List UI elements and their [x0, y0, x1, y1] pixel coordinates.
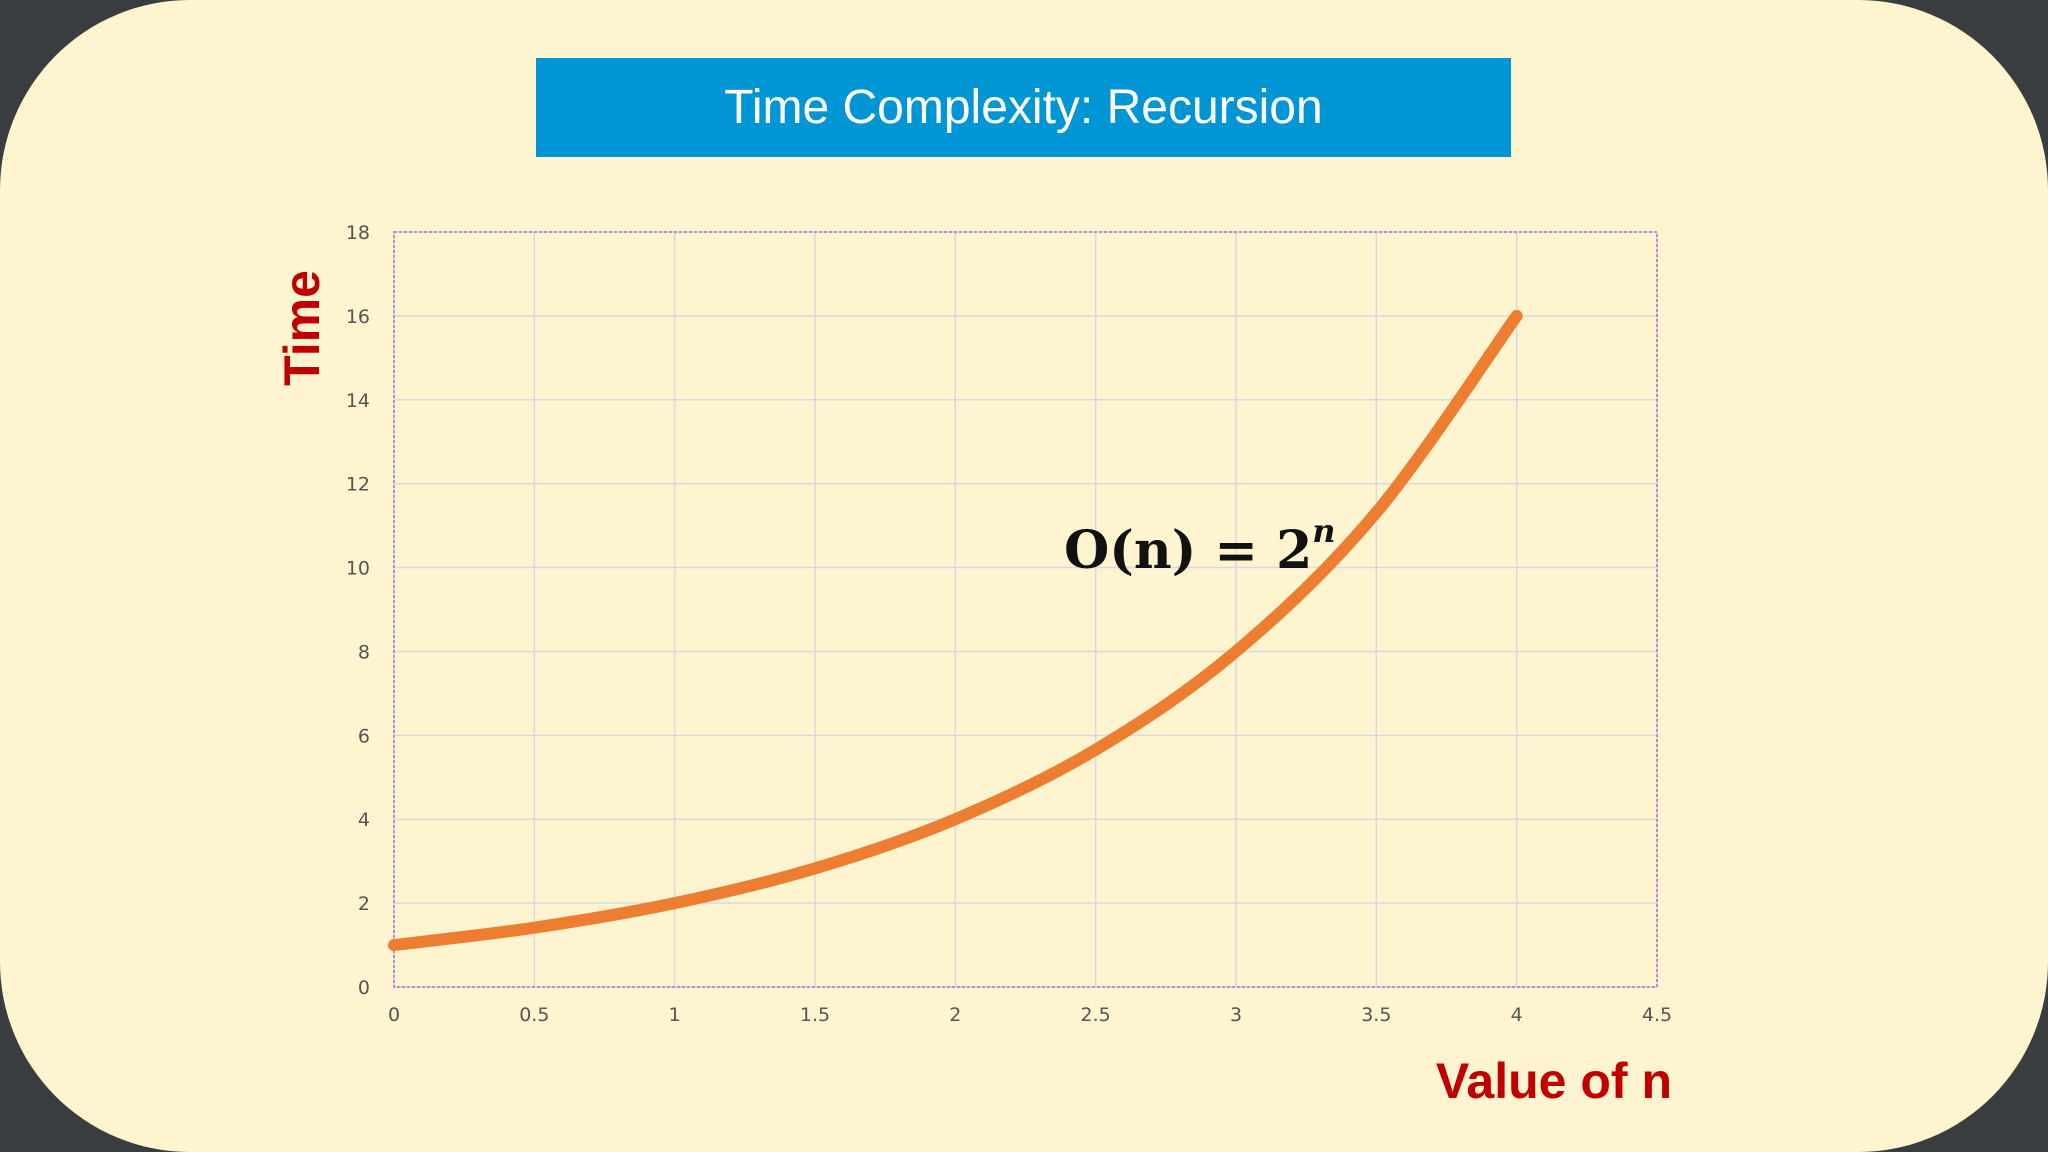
y-tick-label-2: 4	[358, 809, 370, 831]
x-tick-label-7: 3.5	[1361, 1004, 1391, 1026]
x-tick-label-3: 1.5	[800, 1004, 830, 1026]
y-tick-label-6: 12	[346, 474, 370, 496]
series	[388, 309, 1523, 952]
data-point-0-1	[529, 922, 540, 933]
y-tick-label-4: 8	[358, 641, 370, 663]
data-point-0-2	[669, 898, 680, 909]
y-tick-label-3: 6	[358, 725, 370, 747]
y-axis-label: Time	[274, 270, 330, 386]
y-tick-label-1: 2	[358, 893, 370, 915]
x-axis-ticks: 0 0.5 1 1.5 2 2.5 3 3.5 4 4.5	[388, 1004, 1672, 1026]
y-tick-label-7: 14	[346, 390, 370, 412]
y-tick-label-9: 18	[346, 222, 370, 244]
grid	[393, 231, 1658, 988]
series-line-0	[388, 309, 1523, 952]
data-point-0-5	[1090, 744, 1101, 755]
data-point-0-4	[950, 814, 961, 825]
slide-title: Time Complexity: Recursion	[536, 58, 1511, 157]
data-point-0-0	[389, 940, 399, 951]
x-tick-label-5: 2.5	[1081, 1004, 1111, 1026]
x-tick-label-8: 4	[1511, 1004, 1523, 1026]
x-tick-label-6: 3	[1230, 1004, 1242, 1026]
annotation-base: O(n) = 2	[1064, 520, 1313, 581]
y-tick-label-5: 10	[346, 558, 370, 580]
x-tick-label-9: 4.5	[1642, 1004, 1672, 1026]
data-point-0-7	[1371, 507, 1382, 518]
y-tick-label-0: 0	[358, 977, 370, 999]
y-tick-label-8: 16	[346, 306, 370, 328]
x-tick-label-2: 1	[669, 1004, 681, 1026]
x-axis-label: Value of n	[1435, 1053, 1672, 1109]
data-point-0-6	[1231, 646, 1241, 657]
plot-area-border	[393, 231, 1658, 988]
data-point-0-8	[1511, 310, 1522, 321]
x-tick-label-1: 0.5	[519, 1004, 549, 1026]
x-tick-label-4: 2	[949, 1004, 961, 1026]
x-tick-label-0: 0	[388, 1004, 400, 1026]
data-point-0-3	[810, 863, 820, 874]
y-axis-ticks: 0 2 4 6 8 10 12 14 16 18	[346, 222, 370, 999]
annotation-superscript: n	[1312, 512, 1336, 550]
complexity-annotation: O(n) = 2n	[1064, 512, 1336, 581]
